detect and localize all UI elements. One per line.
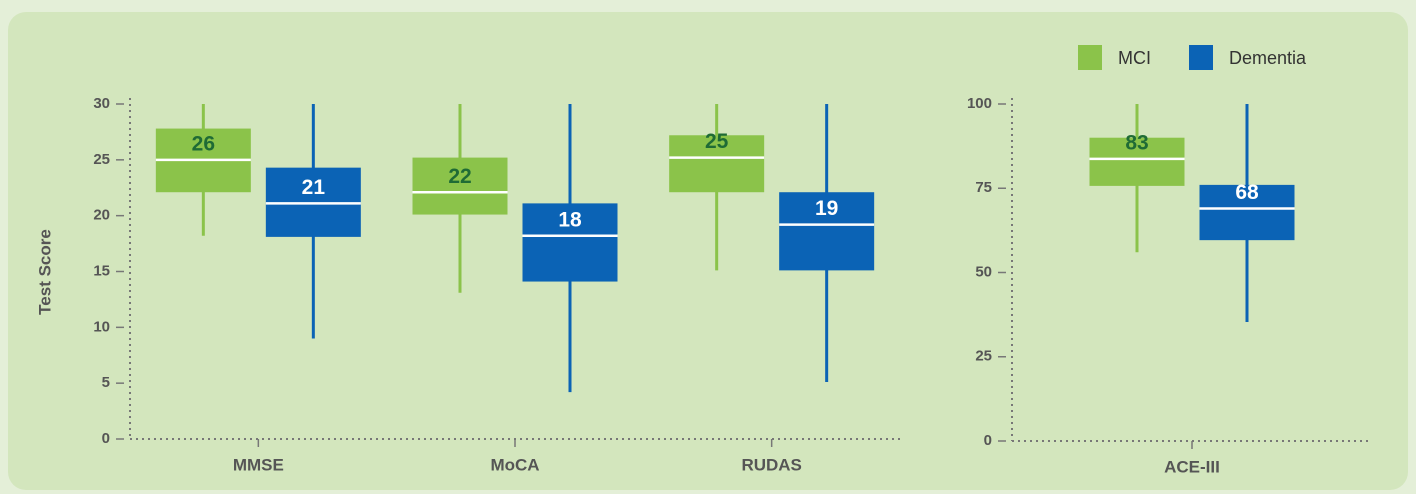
x-tick-label: ACE-III bbox=[1164, 457, 1220, 476]
y-tick-label: 50 bbox=[975, 263, 992, 280]
data-label: 68 bbox=[1235, 181, 1259, 204]
data-label: 26 bbox=[192, 132, 215, 155]
y-tick-label: 15 bbox=[93, 262, 110, 279]
x-tick-label: RUDAS bbox=[741, 455, 801, 474]
y-tick-label: 25 bbox=[93, 151, 110, 168]
box bbox=[522, 203, 618, 282]
y-tick-label: 20 bbox=[93, 207, 110, 224]
data-label: 83 bbox=[1125, 131, 1148, 154]
box bbox=[779, 192, 875, 271]
x-tick-label: MMSE bbox=[233, 455, 284, 474]
y-tick-label: 75 bbox=[975, 179, 992, 196]
y-tick-label: 30 bbox=[93, 95, 110, 112]
data-label: 19 bbox=[815, 197, 838, 220]
y-tick-label: 0 bbox=[984, 432, 992, 449]
box bbox=[1199, 184, 1295, 241]
legend-swatch bbox=[1189, 45, 1213, 70]
legend-label: MCI bbox=[1118, 48, 1151, 68]
legend-label: Dementia bbox=[1229, 48, 1307, 68]
data-label: 25 bbox=[705, 130, 729, 153]
y-tick-label: 25 bbox=[975, 348, 992, 365]
data-label: 22 bbox=[448, 165, 471, 188]
y-tick-label: 5 bbox=[102, 374, 110, 391]
box bbox=[1089, 137, 1185, 186]
box bbox=[669, 135, 765, 193]
data-label: 18 bbox=[558, 208, 582, 231]
y-axis-title: Test Score bbox=[35, 229, 54, 315]
x-tick-label: MoCA bbox=[490, 455, 539, 474]
y-tick-label: 0 bbox=[102, 430, 110, 447]
legend-swatch bbox=[1078, 45, 1102, 70]
box bbox=[412, 157, 508, 215]
y-tick-label: 10 bbox=[93, 318, 110, 335]
panel bbox=[8, 12, 1408, 490]
data-label: 21 bbox=[302, 176, 326, 199]
y-tick-label: 100 bbox=[967, 95, 992, 112]
